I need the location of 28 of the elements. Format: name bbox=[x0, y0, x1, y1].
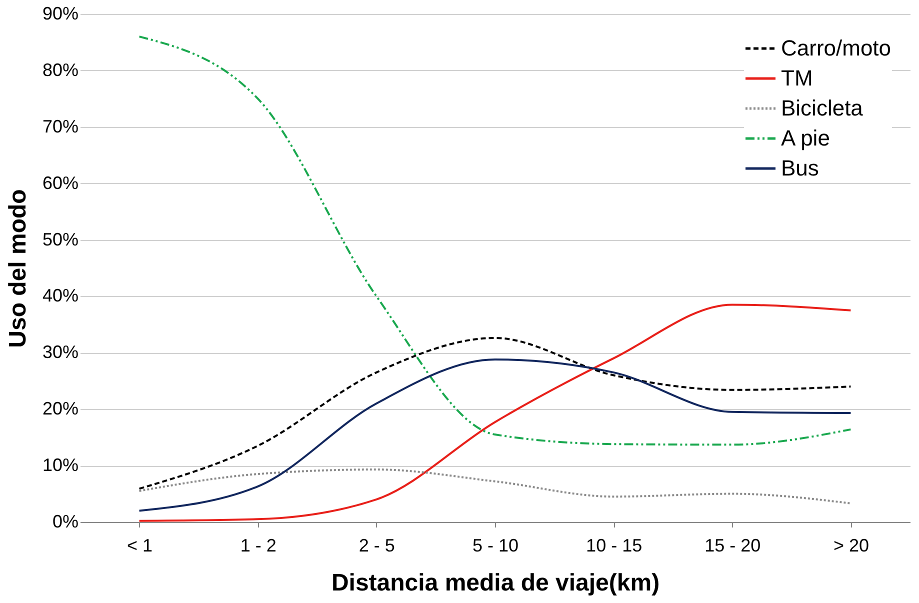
y-tick-label: 50% bbox=[42, 229, 78, 250]
x-tick-label: < 1 bbox=[127, 536, 153, 556]
x-tick-label: 1 - 2 bbox=[240, 536, 276, 556]
y-tick-label: 20% bbox=[42, 398, 78, 419]
legend-label: Bicicleta bbox=[781, 96, 864, 120]
y-tick-label: 10% bbox=[42, 455, 78, 476]
x-tick-label: 5 - 10 bbox=[472, 536, 519, 556]
y-tick-label: 60% bbox=[42, 172, 78, 193]
line-series bbox=[138, 336, 852, 490]
y-tick-label: 30% bbox=[42, 342, 78, 362]
x-axis-title: Distancia media de viaje(km) bbox=[331, 570, 660, 596]
legend-label: TM bbox=[781, 66, 813, 90]
x-tick-label: 2 - 5 bbox=[358, 536, 395, 556]
y-axis-title: Uso del modo bbox=[4, 189, 32, 348]
line-series bbox=[138, 304, 852, 522]
y-tick-label: 90% bbox=[42, 4, 78, 24]
y-tick-label: 70% bbox=[42, 116, 78, 136]
line-series bbox=[138, 468, 852, 504]
y-tick-label: 0% bbox=[52, 512, 78, 532]
line-series bbox=[138, 358, 852, 512]
y-tick-label: 80% bbox=[42, 60, 78, 80]
legend-label: Carro/moto bbox=[781, 36, 892, 60]
x-tick-label: 10 - 15 bbox=[586, 536, 642, 556]
legend-label: Bus bbox=[781, 156, 819, 180]
x-tick-label: > 20 bbox=[833, 536, 869, 556]
y-tick-label: 40% bbox=[42, 286, 78, 306]
x-tick-label: 15 - 20 bbox=[704, 536, 761, 556]
legend-label: A pie bbox=[781, 126, 830, 150]
